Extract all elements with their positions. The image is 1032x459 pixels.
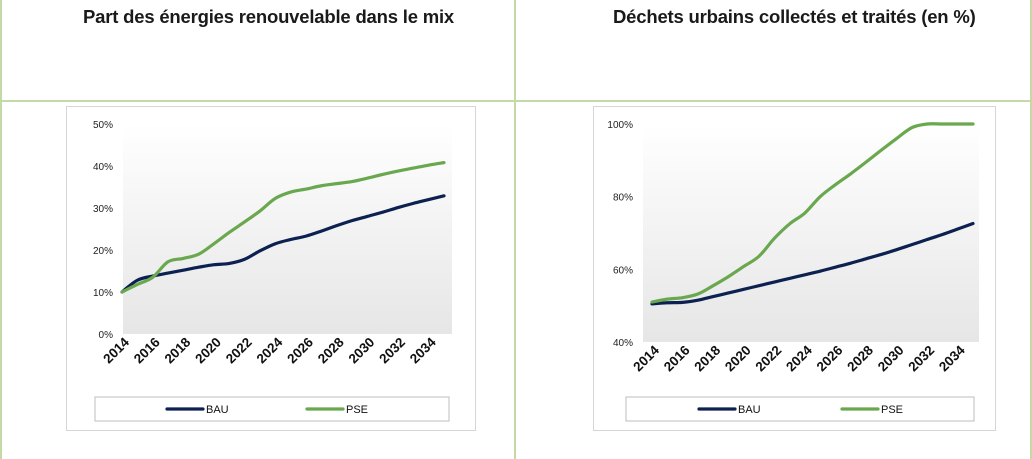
table-border-middle xyxy=(514,0,516,459)
chart-title-left: Part des énergies renouvelable dans le m… xyxy=(83,6,455,27)
y-tick-label: 10% xyxy=(93,288,113,299)
series-line-pse xyxy=(120,161,446,294)
x-tick-label: 2018 xyxy=(162,334,194,366)
series-line-bau xyxy=(120,194,446,294)
x-tick-label: 2022 xyxy=(223,335,255,367)
x-tick-label: 2018 xyxy=(691,342,723,374)
x-tick-label: 2034 xyxy=(407,334,439,366)
y-tick-label: 40% xyxy=(93,162,113,173)
table-border-row xyxy=(0,100,1032,102)
y-tick-label: 50% xyxy=(93,120,113,131)
x-tick-label: 2024 xyxy=(254,334,286,366)
table-border-left xyxy=(0,0,2,459)
y-tick-label: 100% xyxy=(607,120,633,131)
chart-waste: 40%60%80%100%201420162018202020222024202… xyxy=(607,120,979,422)
x-tick-label: 2028 xyxy=(315,334,347,366)
y-tick-label: 0% xyxy=(99,330,114,341)
legend-box xyxy=(94,396,450,422)
x-tick-label: 2028 xyxy=(844,342,876,374)
legend-box xyxy=(625,396,975,422)
series-line-bau xyxy=(650,221,975,306)
legend-label-pse: PSE xyxy=(881,404,903,416)
x-tick-label: 2022 xyxy=(753,343,785,375)
table-border-right xyxy=(1030,0,1032,459)
legend-label-bau: BAU xyxy=(738,404,761,416)
chart-frame-right: 40% 60% 80% 100% 2014 2016 2018 2020 2022 2024 202… xyxy=(593,106,996,431)
plot-area xyxy=(123,124,452,334)
legend-label-pse: PSE xyxy=(346,404,368,416)
y-tick-label: 60% xyxy=(613,265,633,276)
x-tick-label: 2016 xyxy=(131,334,163,366)
series-line-pse xyxy=(650,122,975,304)
chart-renewables: 0%10%20%30%40%50%20142016201820202022202… xyxy=(93,120,452,422)
chart-frame-left: 0% 10% 20% 30% 40% 50% 2014 2016 2018 2020 2022 202… xyxy=(66,106,476,431)
x-tick-label: 2032 xyxy=(376,335,408,367)
x-tick-label: 2032 xyxy=(905,343,937,375)
plot-area xyxy=(643,124,979,342)
x-tick-label: 2014 xyxy=(630,342,662,374)
x-tick-label: 2030 xyxy=(875,343,907,375)
x-tick-label: 2020 xyxy=(722,343,754,375)
x-tick-label: 2034 xyxy=(936,342,968,374)
x-tick-label: 2026 xyxy=(814,342,846,374)
y-tick-label: 20% xyxy=(93,246,113,257)
y-tick-label: 40% xyxy=(613,338,633,349)
x-tick-label: 2026 xyxy=(284,334,316,366)
x-tick-label: 2016 xyxy=(661,342,693,374)
x-tick-label: 2020 xyxy=(192,335,224,367)
y-tick-label: 30% xyxy=(93,204,113,215)
y-tick-label: 80% xyxy=(613,193,633,204)
chart-title-right: Déchets urbains collectés et traités (en… xyxy=(613,6,976,27)
legend-label-bau: BAU xyxy=(206,404,229,416)
x-tick-label: 2030 xyxy=(346,335,378,367)
x-tick-label: 2024 xyxy=(783,342,815,374)
